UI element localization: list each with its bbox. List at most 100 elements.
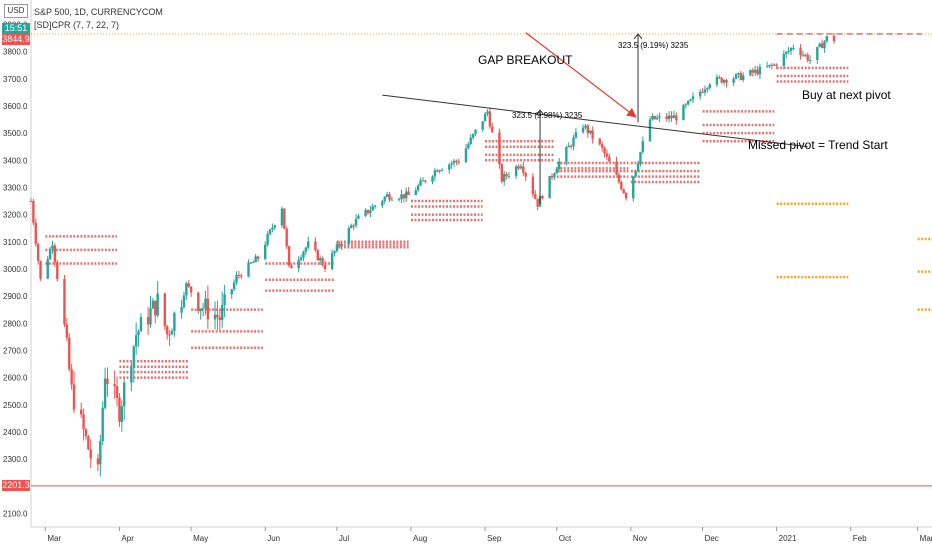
candle-body [299,257,303,260]
currency-button[interactable]: USD [4,4,28,18]
candle-body [383,196,386,202]
candle-body [84,429,88,437]
candle-body [720,77,723,83]
candle-body [550,175,554,178]
candle-body [555,169,558,174]
candle-body [285,228,288,247]
candle-body [500,164,504,182]
candle-body [36,243,40,261]
last-price-tag: 3844.9 [2,33,30,45]
candle-body [691,96,695,100]
indicator-label[interactable]: [SD]CPR (7, 7, 22, 7) [34,20,120,30]
candle-body [507,175,511,177]
candle-body [381,201,384,206]
gap-breakout-annotation[interactable]: GAP BREAKOUT [478,53,573,67]
candle-body [223,294,226,305]
candle-body [598,138,602,145]
candle-body [173,312,176,331]
candle-body [641,141,645,153]
y-tick-label: 2600.0 [3,374,28,383]
candle-body [168,334,171,336]
candle-body [469,137,472,145]
candle-body [189,286,193,293]
y-tick-label: 2100.0 [3,509,28,518]
candle-body [333,251,336,253]
candle-body [424,180,427,182]
candle-body [321,258,324,265]
candle-body [402,194,406,199]
candle-body [204,298,207,309]
candle-body [106,378,109,385]
candle-body [574,132,578,138]
y-tick-label: 2700.0 [3,346,28,355]
candle-body [79,409,83,415]
y-tick-label: 3200.0 [3,211,28,220]
candle-body [708,84,711,89]
candle-body [770,64,774,66]
candle-body [180,307,183,313]
candle-body [82,414,85,430]
candle-body [170,330,174,335]
candle-body [166,326,169,335]
candle-body [648,119,652,142]
candle-body [287,246,291,266]
candle-body [651,115,654,120]
candle-body [808,60,812,62]
candle-body [146,317,150,325]
candle-body [789,48,793,51]
candle-body [96,458,100,465]
candle-body [725,79,728,83]
symbol-title[interactable]: S&P 500, 1D, CURRENCYCOM [34,7,163,17]
y-tick-label: 3600.0 [3,102,28,111]
candle-body [156,293,159,316]
candle-body [335,244,339,252]
candle-body [534,194,537,199]
candle-body [732,78,735,83]
x-tick-label: May [193,534,208,543]
buy-next-pivot-annotation[interactable]: Buy at next pivot [802,88,891,102]
candle-body [832,35,836,42]
candle-body [488,111,492,127]
candle-body [734,74,738,79]
y-tick-label: 2300.0 [3,455,28,464]
candle-body [584,125,587,128]
candle-body [440,169,444,171]
candle-body [792,47,795,49]
candle-body [357,215,360,219]
candle-body [421,180,425,182]
candle-body [634,171,637,177]
candle-body [653,115,656,120]
candle-body [589,130,592,134]
candle-body [787,50,790,52]
candle-body [689,99,692,101]
candle-body [665,116,668,119]
candle-body [773,64,776,66]
x-tick-label: Jul [339,534,349,543]
candle-body [603,147,606,154]
missed-pivot-annotation[interactable]: Missed pivot = Trend Start [748,138,888,152]
candle-body [252,262,255,264]
candle-body [737,72,740,75]
candle-body [385,194,389,197]
candle-body [407,191,410,196]
candle-body [765,66,769,68]
candle-body [185,283,188,296]
candle-body [118,397,121,422]
candle-body [632,176,635,199]
candle-body [548,175,551,199]
measure-arrow-1 [535,109,545,116]
candle-body [271,227,274,230]
candle-body [400,194,403,199]
candle-body [682,105,685,121]
y-tick-label: 2400.0 [3,428,28,437]
candle-body [199,308,202,311]
candle-body [718,77,721,79]
candle-body [825,35,829,42]
candle-body [816,46,819,61]
candle-body [70,369,73,385]
candle-body [419,180,422,186]
candle-body [354,218,358,226]
candle-body [46,259,49,279]
candle-body [266,234,269,245]
